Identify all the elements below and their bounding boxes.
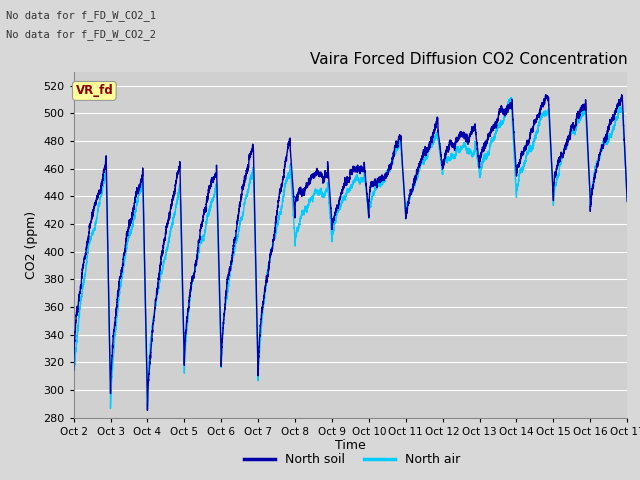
Text: VR_fd: VR_fd [76,84,113,97]
Text: No data for f_FD_W_CO2_1: No data for f_FD_W_CO2_1 [6,10,156,21]
Y-axis label: CO2 (ppm): CO2 (ppm) [25,211,38,279]
Text: Vaira Forced Diffusion CO2 Concentration: Vaira Forced Diffusion CO2 Concentration [310,52,627,67]
Text: No data for f_FD_W_CO2_2: No data for f_FD_W_CO2_2 [6,29,156,40]
Legend: North soil, North air: North soil, North air [239,448,465,471]
X-axis label: Time: Time [335,439,366,453]
